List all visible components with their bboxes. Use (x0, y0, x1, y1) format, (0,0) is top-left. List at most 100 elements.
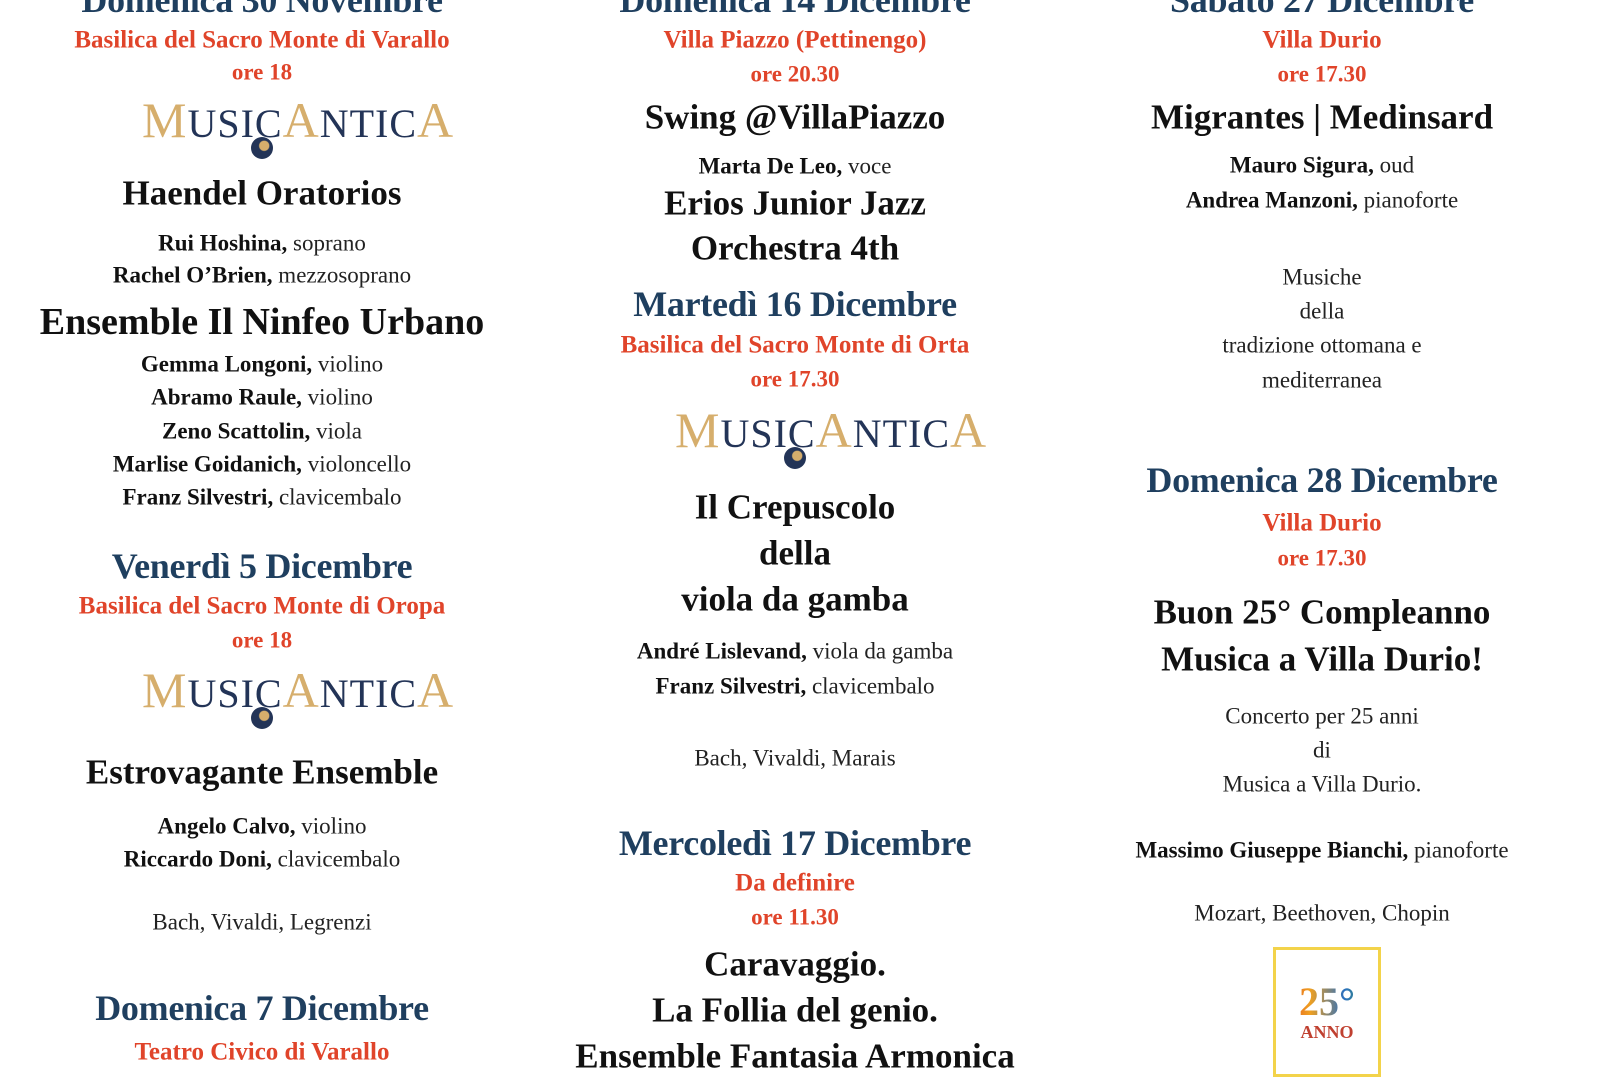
event-date: Domenica 14 Dicembre (619, 0, 971, 20)
event-title: Buon 25° Compleanno (1153, 592, 1491, 632)
ensemble-name: Ensemble Il Ninfeo Urbano (39, 301, 485, 343)
performer-name: Marta De Leo, (698, 153, 843, 179)
event-title: Caravaggio. (704, 944, 886, 984)
performer-name: Riccardo Doni, (123, 846, 272, 872)
event-title: Orchestra 4th (690, 228, 900, 268)
performer-name: Massimo Giuseppe Bianchi, (1135, 837, 1409, 863)
performer-role: viola (310, 418, 362, 444)
performer-name: Rachel O’Brien, (112, 262, 273, 288)
performer-line: Massimo Giuseppe Bianchi, pianoforte (1135, 839, 1508, 862)
performer-role: pianoforte (1357, 187, 1459, 213)
performer-line: Gemma Longoni, violino (141, 353, 383, 376)
event-time: ore 17.30 (1277, 545, 1367, 571)
event-title: Erios Junior Jazz (664, 183, 926, 223)
performer-role: violino (301, 384, 373, 410)
performer-line: Angelo Calvo, violino (158, 815, 367, 838)
event-date: Venerdì 5 Dicembre (111, 546, 413, 586)
performer-line: Marta De Leo, voce (699, 155, 892, 178)
logo-wordmark: MUSICANTICA (675, 402, 988, 458)
program-note: Mozart, Beethoven, Chopin (1194, 900, 1450, 926)
performer-name: Andrea Manzoni, (1185, 187, 1358, 213)
event-venue: Basilica del Sacro Monte di Oropa (78, 592, 446, 620)
performer-line: Rachel O’Brien, mezzosoprano (113, 264, 411, 287)
swirl-icon (251, 707, 273, 729)
performer-name: Franz Silvestri, (122, 484, 274, 510)
performer-line: Abramo Raule, violino (151, 386, 373, 409)
event-title: Migrantes | Medinsard (1150, 97, 1494, 137)
swirl-icon (251, 137, 273, 159)
performer-line: Riccardo Doni, clavicembalo (124, 848, 401, 871)
performer-name: Franz Silvestri, (655, 673, 807, 699)
swirl-icon (784, 447, 806, 469)
performer-role: violino (295, 813, 367, 839)
performer-name: Abramo Raule, (151, 384, 302, 410)
program-note: Musiche (1282, 264, 1362, 290)
performer-name: Mauro Sigura, (1229, 152, 1374, 178)
event-time: ore 11.30 (751, 904, 839, 930)
performer-name: André Lislevand, (636, 638, 807, 664)
performer-line: Franz Silvestri, clavicembalo (655, 675, 934, 698)
performer-role: voce (842, 153, 892, 179)
performer-role: violino (312, 351, 384, 377)
program-note: mediterranea (1261, 367, 1383, 393)
performer-name: Angelo Calvo, (157, 813, 296, 839)
event-date: Martedì 16 Dicembre (633, 284, 957, 324)
event-title: Il Crepuscolo (694, 487, 896, 527)
musicantica-logo: MUSICANTICA (675, 395, 988, 475)
performer-role: pianoforte (1408, 837, 1509, 863)
25th-anniversary-logo: 25° ANNO (1273, 947, 1381, 1077)
event-date: Mercoledì 17 Dicembre (618, 823, 972, 863)
event-title: Haendel Oratorios (122, 173, 402, 213)
event-time: ore 17.30 (1277, 61, 1367, 87)
performer-line: André Lislevand, viola da gamba (637, 640, 953, 663)
performer-role: clavicembalo (273, 484, 402, 510)
performer-name: Zeno Scattolin, (162, 418, 311, 444)
performer-role: soprano (287, 230, 366, 256)
event-venue: Villa Piazzo (Pettinengo) (663, 26, 927, 54)
program-note: tradizione ottomana e (1222, 332, 1422, 358)
performer-line: Mauro Sigura, oud (1230, 154, 1414, 177)
program-note: della (1299, 298, 1345, 324)
program-note: Concerto per 25 anni (1225, 703, 1419, 729)
event-title: Estrovagante Ensemble (85, 752, 439, 792)
program-note: Musica a Villa Durio. (1222, 771, 1422, 797)
performer-role: clavicembalo (806, 673, 935, 699)
performer-line: Zeno Scattolin, viola (162, 420, 362, 443)
event-title: viola da gamba (681, 579, 909, 619)
event-venue: Basilica del Sacro Monte di Varallo (74, 26, 450, 54)
event-date: Domenica 30 Novembre (81, 0, 443, 20)
logo-wordmark: MUSICANTICA (142, 92, 455, 148)
event-title: La Follia del genio. (652, 990, 938, 1030)
event-time: ore 20.30 (750, 61, 840, 87)
performer-role: mezzosoprano (272, 262, 412, 288)
event-venue: Da definire (735, 869, 855, 897)
musicantica-logo: MUSICANTICA (142, 655, 455, 735)
event-date: Domenica 7 Dicembre (95, 988, 429, 1028)
performer-role: clavicembalo (271, 846, 401, 872)
performer-line: Rui Hoshina, soprano (158, 232, 366, 255)
event-venue: Basilica del Sacro Monte di Orta (620, 331, 970, 359)
event-venue: Villa Durio (1262, 26, 1382, 54)
event-title: della (759, 533, 831, 573)
event-venue: Villa Durio (1262, 509, 1382, 537)
performer-name: Marlise Goidanich, (112, 451, 302, 477)
logo-wordmark: MUSICANTICA (142, 662, 455, 718)
performer-role: oud (1373, 152, 1415, 178)
program-note: di (1313, 737, 1331, 763)
performer-name: Rui Hoshina, (158, 230, 288, 256)
event-title: Ensemble Fantasia Armonica (575, 1036, 1015, 1076)
event-time: ore 18 (231, 59, 293, 85)
anniversary-number: 25° (1276, 978, 1378, 1025)
performer-role: viola da gamba (806, 638, 954, 664)
event-date: Domenica 28 Dicembre (1146, 460, 1498, 500)
program-note: Bach, Vivaldi, Legrenzi (152, 909, 372, 935)
anniversary-label: ANNO (1300, 1022, 1354, 1042)
event-time: ore 18 (231, 627, 293, 653)
performer-name: Gemma Longoni, (140, 351, 313, 377)
event-date: Sabato 27 Dicembre (1170, 0, 1474, 20)
event-title: Swing @VillaPiazzo (644, 97, 946, 137)
musicantica-logo: MUSICANTICA (142, 85, 455, 165)
event-time: ore 17.30 (750, 366, 840, 392)
program-note: Bach, Vivaldi, Marais (694, 745, 896, 771)
performer-line: Andrea Manzoni, pianoforte (1186, 189, 1458, 212)
